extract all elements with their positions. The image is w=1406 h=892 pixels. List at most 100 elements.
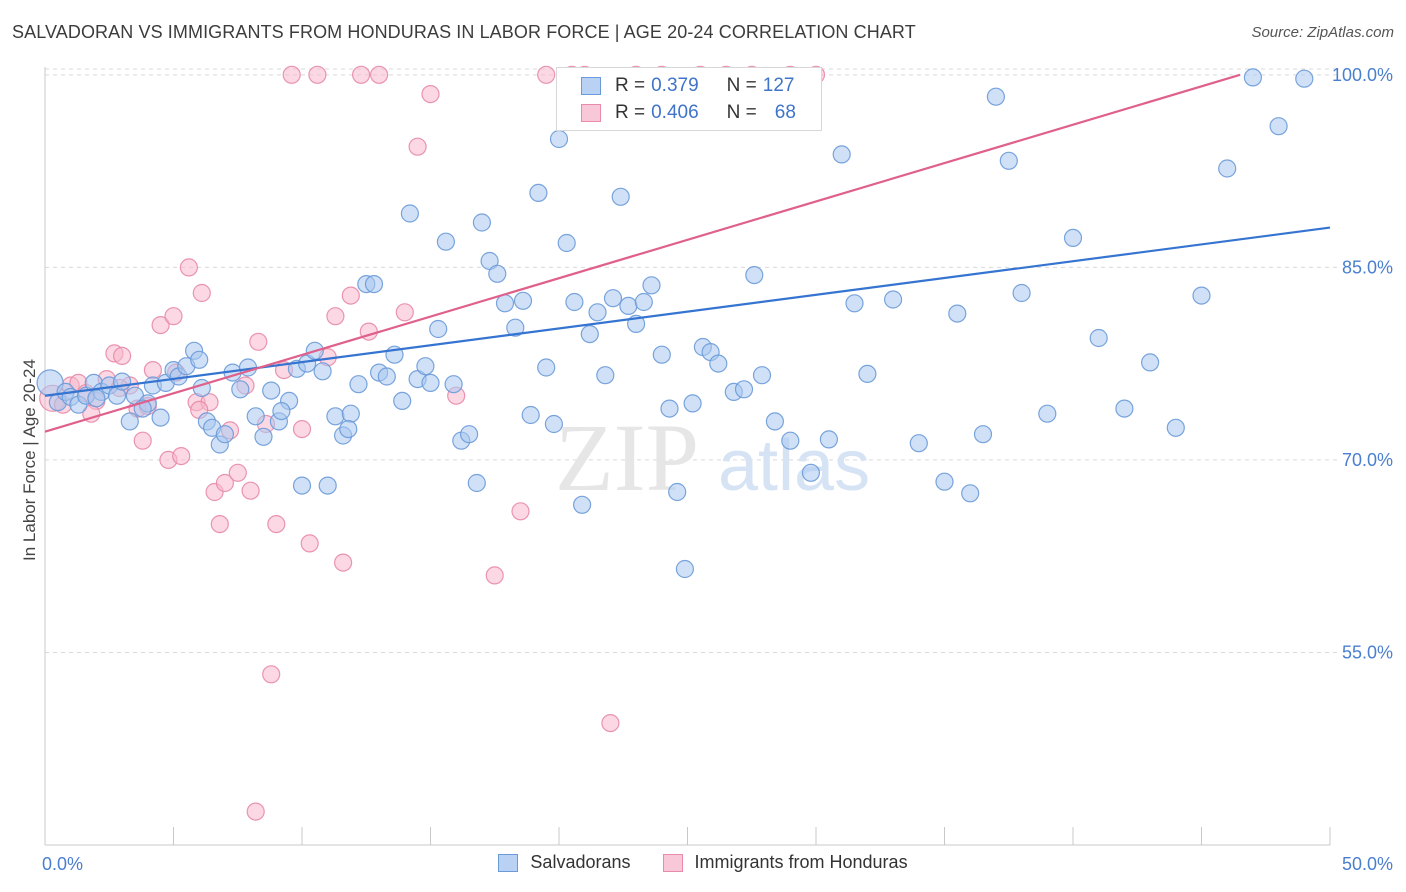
salvadoran-point [565, 292, 584, 312]
salvadoran-point [642, 276, 661, 295]
salvadoran-point [521, 405, 540, 425]
salvadoran-point [1295, 69, 1314, 88]
salvadoran-point [1166, 418, 1185, 437]
legend-item-salvadorans[interactable]: Salvadorans [498, 852, 631, 873]
salvadoran-point [400, 204, 419, 223]
honduras-point [133, 431, 152, 450]
salvadoran-point [349, 375, 368, 394]
honduras-point [292, 420, 312, 439]
series-legend: Salvadorans Immigrants from Honduras [0, 852, 1406, 873]
salvadoran-point [231, 380, 250, 399]
salvadoran-point [745, 266, 764, 285]
salvadoran-points [36, 68, 1314, 579]
legend-r-label: R = [615, 75, 646, 96]
salvadoran-point [986, 87, 1006, 106]
salvadoran-point [734, 380, 754, 399]
salvadoran-point [1192, 286, 1211, 305]
honduras-point [215, 473, 234, 493]
salvadoran-point [120, 412, 139, 431]
honduras-point [246, 802, 265, 821]
legend-r-label: R = [615, 102, 646, 123]
legend-swatch-blue [581, 77, 601, 95]
salvadoran-point [588, 303, 607, 322]
honduras-point [334, 553, 353, 572]
honduras-points [39, 65, 826, 821]
honduras-point [112, 346, 132, 365]
salvadoran-point [1038, 404, 1057, 423]
salvadoran-point [1012, 283, 1031, 303]
honduras-point [341, 286, 360, 305]
salvadoran-point [537, 358, 556, 377]
trend-lines [44, 73, 1331, 433]
legend-n-label: N = [726, 75, 757, 96]
honduras-point [210, 514, 229, 534]
legend-swatch-blue [498, 853, 519, 872]
honduras-point [352, 65, 371, 84]
legend-label-honduras: Immigrants from Honduras [694, 852, 908, 872]
y-tick-label: 100.0% [1332, 65, 1393, 85]
salvadoran-point [444, 375, 463, 394]
salvadoran-point [580, 325, 599, 344]
salvadoran-point [544, 414, 564, 434]
salvadoran-point [948, 304, 967, 323]
legend-item-honduras[interactable]: Immigrants from Honduras [662, 852, 908, 873]
salvadoran-point [752, 366, 772, 385]
salvadoran-point [467, 473, 486, 493]
salvadoran-point [1063, 228, 1083, 247]
salvadoran-point [549, 129, 569, 149]
x-tick-label-max: 50.0% [1342, 854, 1393, 874]
salvadoran-point [1243, 68, 1263, 87]
salvadoran-point [1140, 353, 1160, 372]
salvadoran-point [364, 275, 384, 294]
salvadoran-point [935, 472, 954, 491]
honduras-trend-line [44, 73, 1241, 433]
salvadoran-point [292, 476, 312, 495]
y-tick-label: 85.0% [1342, 257, 1393, 277]
salvadoran-point [683, 394, 702, 413]
salvadoran-point [603, 289, 623, 308]
honduras-point [537, 65, 556, 84]
honduras-point [241, 481, 260, 500]
salvadoran-point [634, 292, 653, 312]
honduras-point [179, 258, 198, 277]
salvadoran-point [1089, 328, 1108, 348]
honduras-point [151, 316, 170, 335]
salvadoran-point [339, 420, 358, 439]
salvadoran-point [112, 372, 132, 391]
honduras-point [485, 566, 504, 585]
salvadoran-point [506, 318, 525, 337]
salvadoran-point [529, 183, 548, 202]
salvadoran-point [1218, 159, 1237, 178]
salvadoran-point [832, 145, 851, 164]
honduras-point [308, 65, 327, 84]
salvadoran-point [883, 290, 903, 309]
salvadoran-point [246, 407, 265, 426]
salvadoran-point [513, 291, 533, 310]
legend-label-salvadorans: Salvadorans [530, 852, 631, 872]
salvadoran-point [611, 187, 630, 206]
x-tick-label-min: 0.0% [42, 854, 83, 874]
source-note: Source: ZipAtlas.com [1251, 24, 1394, 41]
salvadoran-point [675, 559, 695, 579]
salvadoran-point [845, 294, 864, 313]
salvadoran-point [781, 431, 800, 450]
salvadoran-point [619, 296, 638, 315]
salvadoran-point [495, 294, 515, 313]
legend-row-salvadorans: R = 0.379 N = 127 [581, 73, 794, 99]
salvadoran-point [961, 484, 980, 503]
salvadoran-point [652, 345, 671, 364]
salvadoran-trend-line [44, 226, 1331, 397]
honduras-point [172, 447, 191, 466]
salvadoran-point [709, 354, 728, 373]
chart-title: SALVADORAN VS IMMIGRANTS FROM HONDURAS I… [12, 22, 916, 42]
salvadoran-point [1269, 117, 1288, 136]
honduras-point [326, 307, 345, 326]
honduras-point [143, 361, 162, 380]
legend-swatch-pink [581, 104, 601, 122]
salvadoran-point [254, 427, 273, 446]
legend-n-label: N = [726, 102, 757, 123]
salvadoran-point [1115, 399, 1134, 418]
salvadoran-point [488, 264, 507, 283]
correlation-legend: R = 0.379 N = 127 R = 0.406 N = 68 [556, 67, 822, 131]
y-tick-label: 70.0% [1342, 450, 1393, 470]
